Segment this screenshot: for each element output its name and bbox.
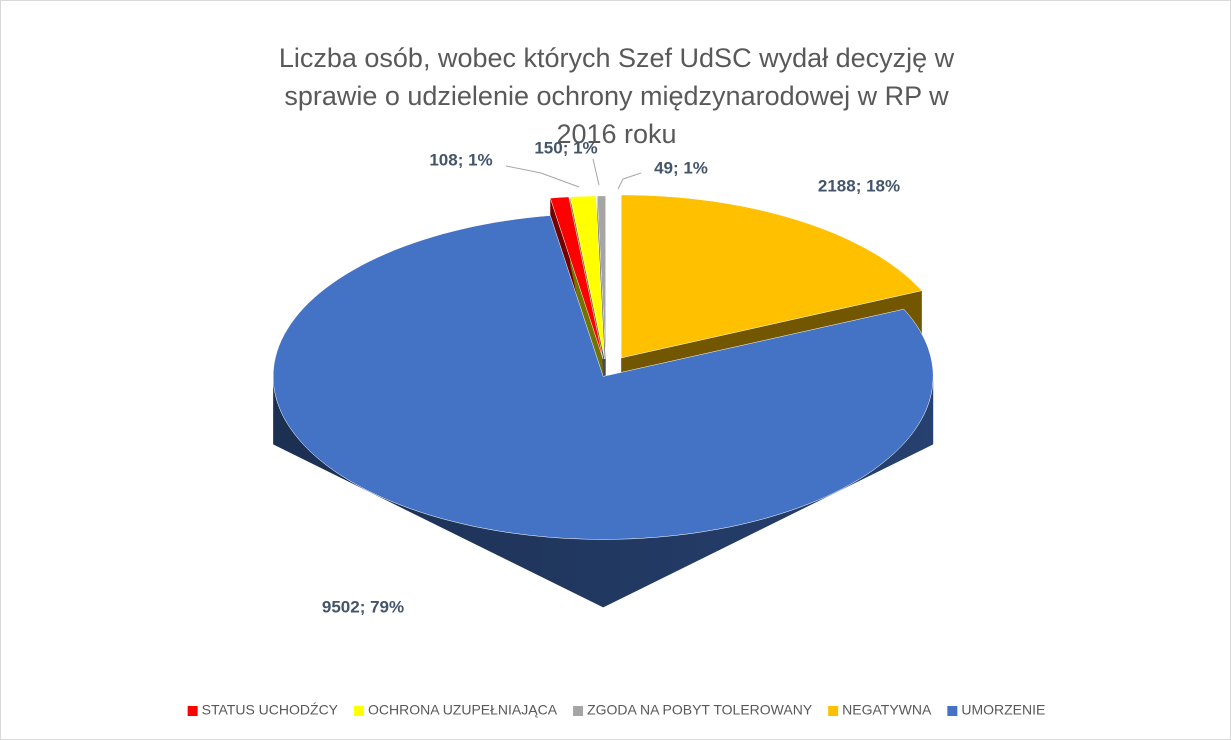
legend-label: ZGODA NA POBYT TOLEROWANY [587, 702, 813, 718]
data-label: 2188; 18% [818, 176, 900, 195]
slice [620, 194, 923, 359]
legend-swatch [187, 706, 198, 716]
data-label: 150; 1% [534, 138, 597, 157]
legend-label: OCHRONA UZUPEŁNIAJĄCA [368, 702, 558, 718]
leader-line [592, 158, 600, 186]
legend: STATUS UCHODŹCY OCHRONA UZUPEŁNIAJĄCA ZGOD… [187, 702, 1045, 718]
slice [569, 195, 605, 359]
leader-line [505, 165, 580, 188]
data-label: 9502; 79% [322, 597, 404, 616]
legend-label: NEGATYWNA [842, 702, 932, 718]
slice [272, 215, 934, 540]
leader-line [617, 172, 642, 190]
legend-swatch [828, 706, 839, 716]
chart-title: Liczba osób, wobec których Szef UdSC wyd… [278, 43, 955, 149]
legend-swatch [947, 706, 958, 716]
chart-title-box: Liczba osób, wobec których Szef UdSC wyd… [1, 39, 1230, 153]
pie [272, 194, 934, 608]
slice-side-shade [273, 376, 934, 608]
legend-swatch [573, 706, 584, 716]
slice [549, 196, 604, 360]
legend-label: STATUS UCHODŹCY [202, 702, 339, 718]
data-label: 49; 1% [654, 158, 708, 177]
legend-label: UMORZENIE [961, 702, 1045, 718]
slice [596, 195, 606, 359]
data-label: 108; 1% [429, 150, 492, 169]
legend-swatch [354, 706, 365, 716]
data-labels: 108; 1% 150; 1% 49; 1% 2188; 18% 9502; 79% [322, 138, 900, 616]
